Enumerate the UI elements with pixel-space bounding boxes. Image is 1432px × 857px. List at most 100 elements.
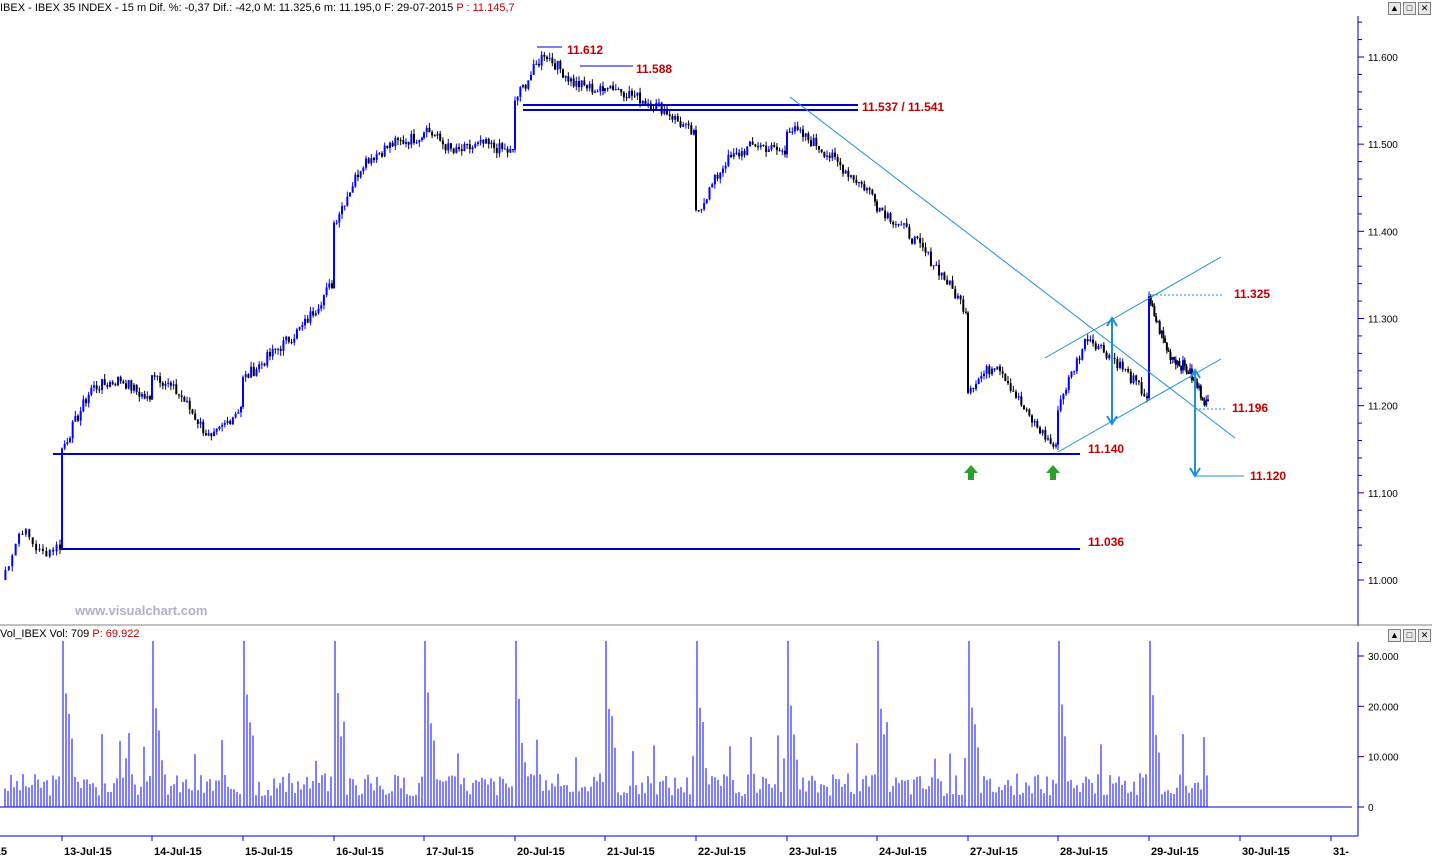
candle-body <box>1025 409 1028 411</box>
volume-close-icon[interactable]: ✕ <box>1418 629 1431 642</box>
candle-body <box>338 214 341 223</box>
candle-body <box>778 150 781 152</box>
candle-body <box>63 443 66 449</box>
candle-body <box>199 421 202 424</box>
candle-body <box>325 287 328 296</box>
candle-body <box>818 146 820 150</box>
date-tick-label: 22-Jul-15 <box>698 846 746 857</box>
candle-body <box>660 102 663 114</box>
candle-body <box>927 251 930 253</box>
candle-body <box>996 366 999 370</box>
candle-body <box>693 130 695 135</box>
candle-body <box>578 81 580 88</box>
minimize-icon[interactable]: ▲ <box>1388 2 1401 15</box>
candle-body <box>1044 429 1047 440</box>
candle-body <box>405 141 407 144</box>
candle-body <box>1070 371 1073 377</box>
candle-body <box>314 313 317 316</box>
candle-body <box>133 384 135 391</box>
candle-body <box>622 92 625 98</box>
candle-body <box>799 129 802 131</box>
candle-body <box>59 544 61 550</box>
price-tick-label: 11.500 <box>1368 140 1398 151</box>
candle-body <box>309 311 312 323</box>
candle-body <box>349 192 351 197</box>
volume-minimize-icon[interactable]: ▲ <box>1388 629 1401 642</box>
candle-body <box>407 141 410 145</box>
date-tick-label: 24-Jul-15 <box>879 846 927 857</box>
candle-body <box>991 368 993 375</box>
candle-body <box>391 142 394 147</box>
candle-body <box>810 140 812 147</box>
candle-body <box>708 187 711 200</box>
volume-maximize-icon[interactable]: □ <box>1403 629 1416 642</box>
candle-body <box>460 149 463 152</box>
candle-body <box>1049 438 1052 444</box>
candle-body <box>548 57 551 60</box>
candlestick-series <box>4 51 1209 581</box>
candle-body <box>421 137 423 141</box>
instrument-info: IBEX - IBEX 35 INDEX - 15 m Dif. %: -0,3… <box>0 2 454 14</box>
candle-body <box>948 280 951 285</box>
candle-body <box>1113 358 1116 360</box>
candle-body <box>633 95 636 97</box>
candle-body <box>258 364 261 370</box>
candle-body <box>1004 373 1007 382</box>
maximize-icon[interactable]: □ <box>1403 2 1416 15</box>
candle-body <box>463 144 466 152</box>
candle-body <box>919 237 922 243</box>
candle-body <box>884 210 887 219</box>
candle-body <box>1100 345 1103 347</box>
candle-body <box>767 149 770 152</box>
candle-body <box>87 394 90 404</box>
candle-body <box>425 127 428 133</box>
candle-body <box>164 383 167 386</box>
candle-body <box>1158 321 1161 334</box>
candle-body <box>452 148 455 153</box>
candle-body <box>612 85 615 90</box>
candle-body <box>397 138 399 140</box>
price-tick-label: 11.100 <box>1368 489 1398 500</box>
candle-body <box>234 413 237 418</box>
last-price: P : 11.145,7 <box>456 2 515 14</box>
candle-body <box>260 363 263 365</box>
price-tick-label: 11.400 <box>1368 227 1398 238</box>
candle-body <box>223 422 226 425</box>
date-tick-label: 14-Jul-15 <box>154 846 202 857</box>
candle-body <box>516 96 519 101</box>
candle-body <box>674 115 677 120</box>
candle-body <box>1007 381 1009 384</box>
candle-body <box>1148 296 1150 399</box>
candle-body <box>551 57 554 64</box>
candle-body <box>328 283 331 288</box>
candle-body <box>620 88 623 93</box>
date-tick-label: 16-Jul-15 <box>336 846 384 857</box>
candle-body <box>897 224 900 226</box>
candle-body <box>858 181 860 183</box>
downtrend-line <box>789 96 1236 439</box>
candle-body <box>831 152 834 158</box>
candle-body <box>1135 375 1138 381</box>
candle-body <box>306 318 309 323</box>
candle-body <box>1167 350 1170 352</box>
candle-body <box>333 222 335 288</box>
candle-body <box>1201 397 1204 401</box>
candle-body <box>894 224 897 226</box>
candle-body <box>602 86 604 92</box>
candle-body <box>586 85 588 89</box>
close-icon[interactable]: ✕ <box>1418 2 1431 15</box>
candle-body <box>439 133 442 141</box>
level-label-11036: 11.036 <box>1088 535 1124 549</box>
candle-body <box>1092 339 1095 344</box>
candle-body <box>794 126 796 132</box>
candle-body <box>938 264 941 276</box>
candle-body <box>373 158 375 161</box>
candle-body <box>399 139 402 141</box>
candle-body <box>759 145 762 147</box>
candle-body <box>649 103 652 110</box>
candle-body <box>863 183 866 191</box>
candle-body <box>802 129 804 137</box>
candle-body <box>705 199 708 204</box>
candle-body <box>834 152 836 157</box>
candle-body <box>1089 339 1092 342</box>
